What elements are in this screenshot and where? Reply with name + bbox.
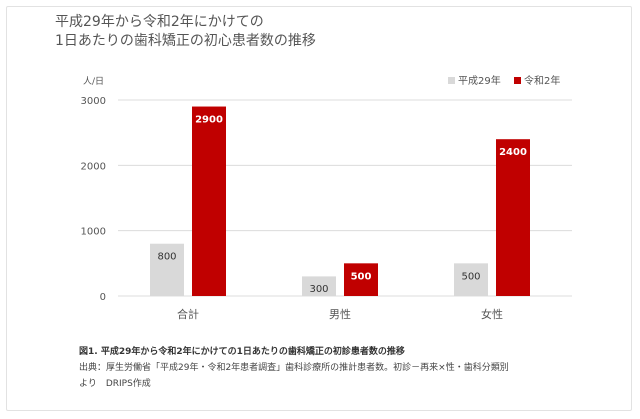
data-label: 800 xyxy=(157,252,176,263)
legend-swatch-series2 xyxy=(514,77,521,84)
legend-label-series1: 平成29年 xyxy=(458,74,501,87)
chart-title-line-1: 平成29年から令和2年にかけての xyxy=(55,14,264,30)
bar-series1 xyxy=(150,243,184,296)
x-category-label: 女性 xyxy=(481,307,503,321)
bar-series1 xyxy=(454,263,488,296)
bar-series2 xyxy=(344,263,378,296)
x-category-label: 合計 xyxy=(177,307,199,321)
y-tick-label: 3000 xyxy=(81,96,106,107)
data-label: 500 xyxy=(351,271,372,282)
chart-title-line-2: 1日あたりの歯科矯正の初心患者数の推移 xyxy=(55,33,316,49)
bar-series2 xyxy=(496,139,530,296)
bar-series2 xyxy=(192,106,226,297)
y-tick-label: 2000 xyxy=(81,161,106,172)
bar-series1 xyxy=(302,276,336,296)
chart-title: 平成29年から令和2年にかけての 1日あたりの歯科矯正の初心患者数の推移 xyxy=(55,13,316,51)
data-label: 2400 xyxy=(499,147,527,158)
legend-label-series2: 令和2年 xyxy=(524,74,560,87)
figure-caption-title: 図1. 平成29年から令和2年にかけての1日あたりの歯科矯正の初診患者数の推移 xyxy=(79,347,405,357)
data-label: 500 xyxy=(461,271,480,282)
legend-swatch-series1 xyxy=(448,77,455,84)
x-category-label: 男性 xyxy=(329,307,351,321)
source-line-2: より DRIPS作成 xyxy=(79,379,151,389)
source-line-1: 出典：厚生労働省「平成29年・令和2年患者調査」歯科診療所の推計患者数。初診－再… xyxy=(79,363,509,373)
y-axis-unit-label: 人/日 xyxy=(83,76,104,87)
data-label: 300 xyxy=(309,284,328,295)
y-tick-label: 0 xyxy=(100,292,106,303)
figure-source-note: 出典：厚生労働省「平成29年・令和2年患者調査」歯科診療所の推計患者数。初診－再… xyxy=(79,360,589,392)
y-tick-label: 1000 xyxy=(81,227,106,238)
data-label: 2900 xyxy=(195,115,223,126)
